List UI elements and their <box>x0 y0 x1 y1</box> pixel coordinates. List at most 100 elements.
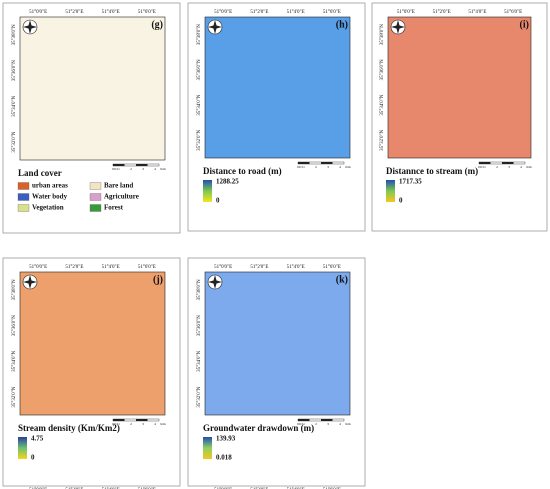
lon-tick-label: 51°6'0"E <box>504 10 522 15</box>
scale-bar <box>113 164 125 166</box>
scale-label: 0.5 <box>114 422 119 426</box>
scale-label: 1 <box>484 165 486 169</box>
colorbar-max: 4.75 <box>31 435 44 443</box>
panel-label: (i) <box>520 19 529 30</box>
lat-tick-label: 35°32'0"N <box>197 129 202 150</box>
lon-tick-label: 51°2'0"E <box>250 265 268 270</box>
lat-tick-label: 35°32'0"N <box>380 129 385 150</box>
colorbar-min: 0 <box>216 197 220 205</box>
legend-swatch <box>17 204 30 212</box>
scale-bar <box>136 419 148 421</box>
lat-tick-label: 35°34'0"N <box>12 95 17 116</box>
panel-label: (h) <box>336 19 348 30</box>
legend-title: Groundwater drawdown (m) <box>203 423 314 433</box>
lon-tick-label: 51°2'0"E <box>433 10 451 15</box>
lat-tick-label: 35°34'0"N <box>197 350 202 371</box>
colorbar-max: 139.93 <box>216 435 236 443</box>
lon-tick-label: 51°4'0"E <box>468 10 486 15</box>
north-arrow <box>208 275 222 289</box>
scale-label: 0.5 <box>299 422 304 426</box>
lon-tick-label: 51°4'0"E <box>102 10 120 15</box>
scale-label: 0.5 <box>114 167 119 171</box>
scale-label: 2 <box>130 167 132 171</box>
panel-frame <box>371 2 548 232</box>
scale-label: 0 <box>297 165 299 169</box>
map-panel: (h)51°0'0"E51°0'0"E51°2'0"E51°2'0"E51°4'… <box>187 2 366 232</box>
scale-bar <box>502 162 514 164</box>
colorbar-min: 0 <box>399 197 403 205</box>
lat-tick-label: 35°36'0"N <box>197 59 202 80</box>
scale-bar <box>136 164 148 166</box>
lon-tick-label: 51°4'0"E <box>287 10 305 15</box>
scale-label: 4 <box>339 422 341 426</box>
north-arrow <box>391 20 405 34</box>
legend-swatch <box>89 193 102 201</box>
scale-label: 0 <box>112 422 114 426</box>
legend-swatch <box>89 204 102 212</box>
colorbar <box>386 180 395 202</box>
lon-tick-label: 51°0'0"E <box>214 265 232 270</box>
scale-label: 0.5 <box>299 165 304 169</box>
panel-label: (j) <box>153 274 163 285</box>
lon-tick-label: 51°6'0"E <box>138 10 156 15</box>
panel-label: (g) <box>151 19 163 30</box>
map-panel: (k)51°0'0"E51°0'0"E51°2'0"E51°2'0"E51°4'… <box>187 257 366 489</box>
scale-label: 2 <box>496 165 498 169</box>
north-arrow <box>23 20 37 34</box>
lat-tick-label: 35°32'0"N <box>12 386 17 407</box>
map-border <box>19 271 166 416</box>
legend-item: Agriculture <box>104 193 139 201</box>
colorbar <box>203 180 212 202</box>
lon-tick-label: 51°2'0"E <box>250 10 268 15</box>
lat-tick-label: 35°36'0"N <box>12 315 17 336</box>
map-raster <box>205 17 350 158</box>
lat-tick-label: 35°38'0"N <box>12 279 17 300</box>
legend-item: Water body <box>32 193 68 201</box>
lon-tick-label: 51°0'0"E <box>29 10 47 15</box>
map-panel: (g)51°0'0"E51°0'0"E51°2'0"E51°2'0"E51°4'… <box>2 2 181 234</box>
scale-label: 4 <box>154 422 156 426</box>
lon-tick-label: 51°2'0"E <box>65 10 83 15</box>
lon-tick-label: 51°0'0"E <box>214 10 232 15</box>
map-raster <box>20 17 165 160</box>
legend-title: Stream density (Km/Km2) <box>18 423 120 433</box>
legend-item: Vegetation <box>32 204 64 212</box>
colorbar-max: 1717.35 <box>399 178 422 186</box>
scale-label: 4 <box>154 167 156 171</box>
lat-tick-label: 35°34'0"N <box>197 94 202 115</box>
lon-tick-label: 51°4'0"E <box>102 265 120 270</box>
legend-title: Land cover <box>18 168 62 178</box>
scale-bar <box>113 419 125 421</box>
scale-label: Km <box>526 165 532 169</box>
scale-label: 3 <box>142 167 144 171</box>
colorbar-min: 0 <box>31 454 35 462</box>
legend-title: Distance to road (m) <box>203 166 282 176</box>
panel-frame <box>2 257 181 487</box>
map-border <box>204 271 351 416</box>
scale-label: 1 <box>118 167 120 171</box>
lon-tick-label: 51°4'0"E <box>287 265 305 270</box>
legend-swatch <box>17 182 30 190</box>
panel-label: (k) <box>336 274 348 285</box>
scale-label: 1 <box>118 422 120 426</box>
lat-tick-label: 35°36'0"N <box>12 60 17 81</box>
scale-label: 3 <box>142 422 144 426</box>
panel-frame <box>187 257 366 487</box>
lon-tick-label: 51°6'0"E <box>323 10 341 15</box>
panel-frame <box>2 2 181 234</box>
legend-item: Forest <box>104 204 124 212</box>
scale-label: 1 <box>303 422 305 426</box>
scale-label: Km <box>345 422 351 426</box>
scale-label: 4 <box>520 165 522 169</box>
scale-bar <box>298 419 310 421</box>
colorbar-max: 1288.25 <box>216 178 239 186</box>
lat-tick-label: 35°36'0"N <box>197 315 202 336</box>
lat-tick-label: 35°38'0"N <box>380 24 385 45</box>
north-arrow <box>23 275 37 289</box>
scale-label: 3 <box>327 165 329 169</box>
scale-bar <box>298 162 310 164</box>
legend-item: Bare land <box>104 182 133 190</box>
scale-label: 4 <box>339 165 341 169</box>
lat-tick-label: 35°36'0"N <box>380 59 385 80</box>
